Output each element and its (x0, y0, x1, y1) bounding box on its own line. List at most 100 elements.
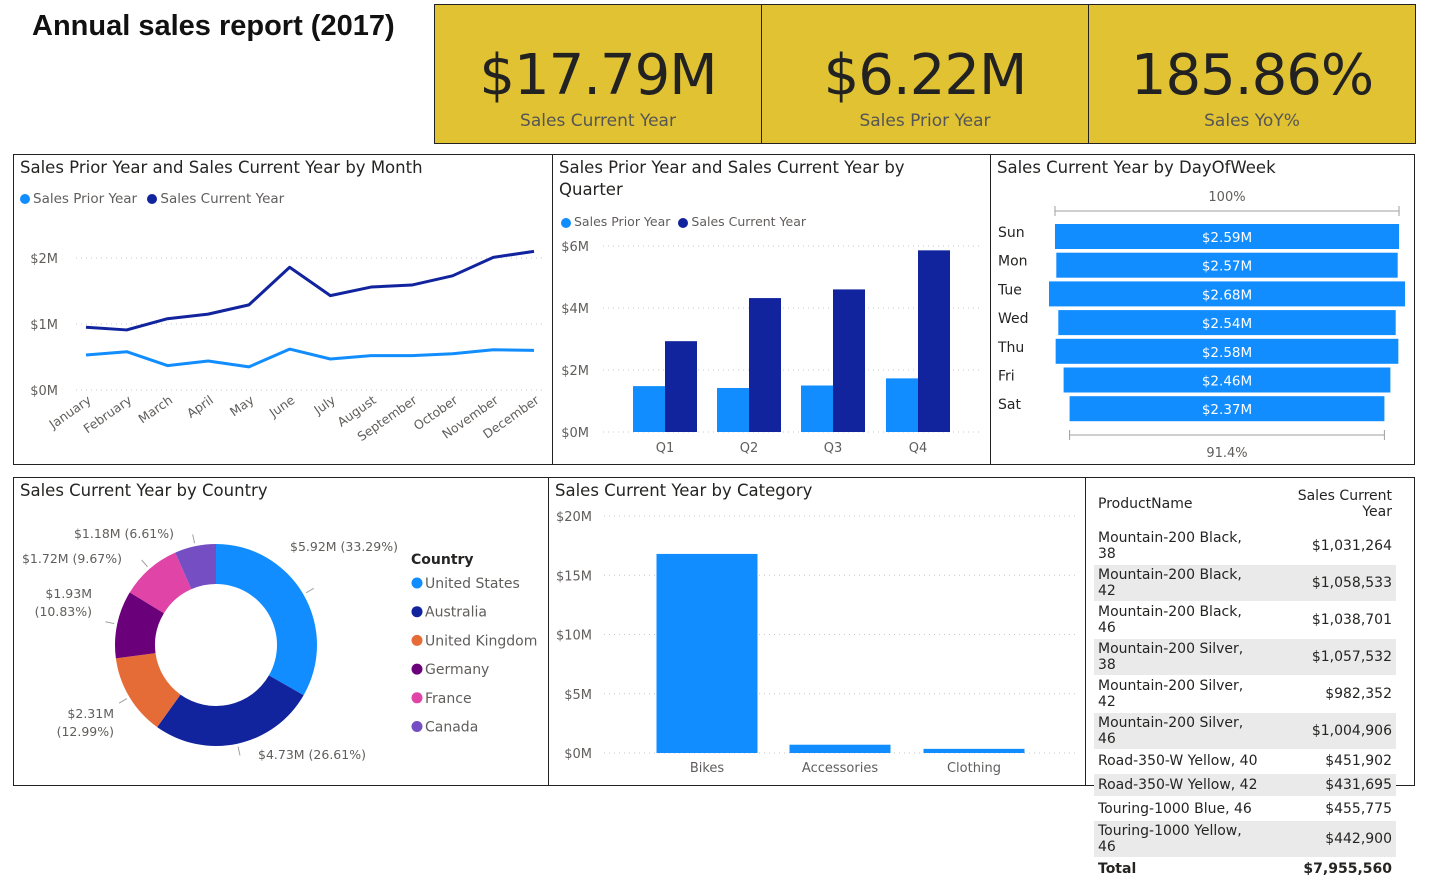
legend-label: France (425, 691, 472, 707)
kpi-label: Sales Current Year (520, 111, 676, 131)
series-line (85, 249, 535, 332)
table-row[interactable]: Mountain-200 Black, 38 $1,031,264 (1094, 528, 1396, 565)
slice-leader-line (237, 746, 241, 756)
funnel-bar-label: $2.57M (1202, 259, 1252, 275)
slice-leader-line (105, 621, 115, 625)
legend-label: Sales Current Year (691, 214, 807, 229)
sales-value-cell: $1,038,701 (1263, 601, 1396, 639)
table-row[interactable]: Mountain-200 Silver, 38 $1,057,532 (1094, 638, 1396, 676)
x-tick-label: Accessories (802, 761, 878, 776)
legend-dot (147, 194, 158, 204)
sales-value-cell: $982,352 (1263, 675, 1396, 713)
product-name-cell: Road-350-W Yellow, 40 (1094, 749, 1264, 774)
column-header-sales[interactable]: Sales Current Year (1297, 488, 1392, 520)
slice-data-label-value: $1.93M (45, 586, 92, 601)
category-bar-chart-panel[interactable]: Sales Current Year by Category $0M $5M $10… (548, 477, 1086, 786)
funnel-bar (1054, 224, 1400, 249)
y-tick-label: $20M (556, 510, 592, 525)
table-row[interactable]: Touring-1000 Yellow, 46 $442,900 (1094, 820, 1396, 859)
funnel-bar (1056, 252, 1398, 278)
donut-slice (129, 552, 192, 614)
table-row[interactable]: Road-350-W Yellow, 42 $431,695 (1094, 773, 1396, 798)
table-row[interactable]: Road-350-W Yellow, 40 $451,902 (1094, 749, 1396, 774)
table-row[interactable]: Mountain-200 Silver, 46 $1,004,906 (1094, 712, 1396, 750)
kpi-card-sales-current-year[interactable]: $17.79M Sales Current Year (434, 4, 762, 144)
funnel-bar (1069, 396, 1385, 422)
y-tick-label: $4M (561, 302, 589, 317)
table-row[interactable]: Touring-1000 Blue, 46 $455,775 (1094, 796, 1396, 822)
series-line (85, 347, 535, 369)
quarter-bar-chart-panel[interactable]: Sales Prior Year and Sales Current Year … (552, 154, 991, 465)
x-tick-label: Q2 (740, 441, 759, 456)
slice-leader-line (192, 534, 196, 544)
product-name-cell: Road-350-W Yellow, 42 (1094, 773, 1264, 798)
y-tick-label: $2M (561, 364, 589, 379)
funnel-bar-label: $2.59M (1202, 230, 1252, 246)
y-tick-label: $0M (564, 747, 592, 762)
funnel-day-label: Wed (998, 311, 1029, 327)
total-value: $7,955,560 (1263, 857, 1396, 882)
donut-slice (175, 544, 216, 590)
x-tick-label: May (227, 392, 257, 419)
total-label: Total (1094, 857, 1264, 882)
dow-funnel-chart: 100% 91.4% Sun $2.59M Mon $2.57M Tue $2.68M We… (997, 190, 1405, 461)
sales-value-cell: $1,004,906 (1263, 712, 1396, 750)
legend-label: Australia (425, 605, 487, 621)
product-table-panel[interactable]: ProductName Sales Current Year Mountain-… (1085, 477, 1415, 882)
funnel-bar-label: $2.37M (1202, 402, 1252, 418)
kpi-value: 185.86% (1130, 43, 1374, 108)
funnel-bar (1063, 367, 1391, 393)
x-tick-label: July (310, 392, 338, 418)
funnel-day-label: Sun (998, 225, 1025, 241)
y-tick-label: $0M (30, 384, 58, 399)
bar (918, 250, 950, 432)
table-row[interactable]: Mountain-200 Silver, 42 $982,352 (1094, 675, 1396, 713)
kpi-label: Sales YoY% (1204, 111, 1300, 131)
slice-data-label: $4.73M (26.61%) (258, 747, 366, 762)
chart-title: Sales Current Year by Category (555, 481, 813, 500)
bar (886, 378, 918, 432)
product-name-cell: Mountain-200 Black, 42 (1094, 564, 1264, 602)
funnel-day-label: Fri (998, 369, 1015, 385)
x-tick-label: Q1 (656, 441, 675, 456)
product-name-cell: Touring-1000 Blue, 46 (1094, 796, 1264, 822)
kpi-value: $17.79M (479, 43, 717, 108)
kpi-label: Sales Prior Year (859, 111, 991, 131)
x-tick-label: April (184, 392, 216, 421)
bar (633, 386, 665, 432)
product-name-cell: Mountain-200 Black, 46 (1094, 601, 1264, 639)
funnel-bar (1055, 338, 1399, 364)
kpi-card-sales-yoy[interactable]: 185.86% Sales YoY% (1088, 4, 1416, 144)
product-name-cell: Mountain-200 Silver, 38 (1094, 638, 1264, 676)
column-header-product[interactable]: ProductName (1098, 496, 1193, 512)
table-row[interactable]: Mountain-200 Black, 46 $1,038,701 (1094, 601, 1396, 639)
bar (749, 298, 781, 432)
chart-legend: Sales Prior Year Sales Current Year (561, 214, 806, 229)
country-donut-chart: Country $5.92M (33.29%) $4.73M (26.61%) $2… (22, 526, 537, 762)
slice-data-label: $1.72M (9.67%) (22, 551, 122, 566)
kpi-value: $6.22M (823, 43, 1028, 108)
sales-value-cell: $455,775 (1263, 796, 1396, 822)
y-tick-label: $10M (556, 629, 592, 644)
legend-label: Sales Current Year (160, 191, 285, 207)
chart-title: Sales Prior Year and Sales Current Year … (20, 158, 423, 177)
chart-title: Sales Current Year by Country (20, 481, 268, 500)
dow-funnel-chart-panel[interactable]: Sales Current Year by DayOfWeek 100% 91.… (990, 154, 1415, 465)
table-row[interactable]: Mountain-200 Black, 42 $1,058,533 (1094, 564, 1396, 602)
y-tick-label: $1M (30, 318, 58, 333)
sales-value-cell: $431,695 (1263, 773, 1396, 798)
donut-slice (115, 592, 164, 659)
legend-dot (411, 663, 423, 675)
country-donut-chart-panel[interactable]: Sales Current Year by Country Country $5… (13, 477, 549, 786)
legend-dot (411, 577, 423, 589)
kpi-card-sales-prior-year[interactable]: $6.22M Sales Prior Year (761, 4, 1089, 144)
chart-legend: Sales Prior Year Sales Current Year (20, 191, 284, 207)
chart-title: Sales Current Year by DayOfWeek (997, 158, 1276, 177)
sales-value-cell: $1,058,533 (1263, 564, 1396, 602)
y-tick-label: $0M (561, 426, 589, 441)
y-tick-label: $15M (556, 569, 592, 584)
sales-value-cell: $451,902 (1263, 749, 1396, 774)
donut-slice (216, 544, 317, 696)
month-line-chart-panel[interactable]: Sales Prior Year and Sales Current Year … (13, 154, 553, 465)
legend-dot (411, 692, 423, 704)
